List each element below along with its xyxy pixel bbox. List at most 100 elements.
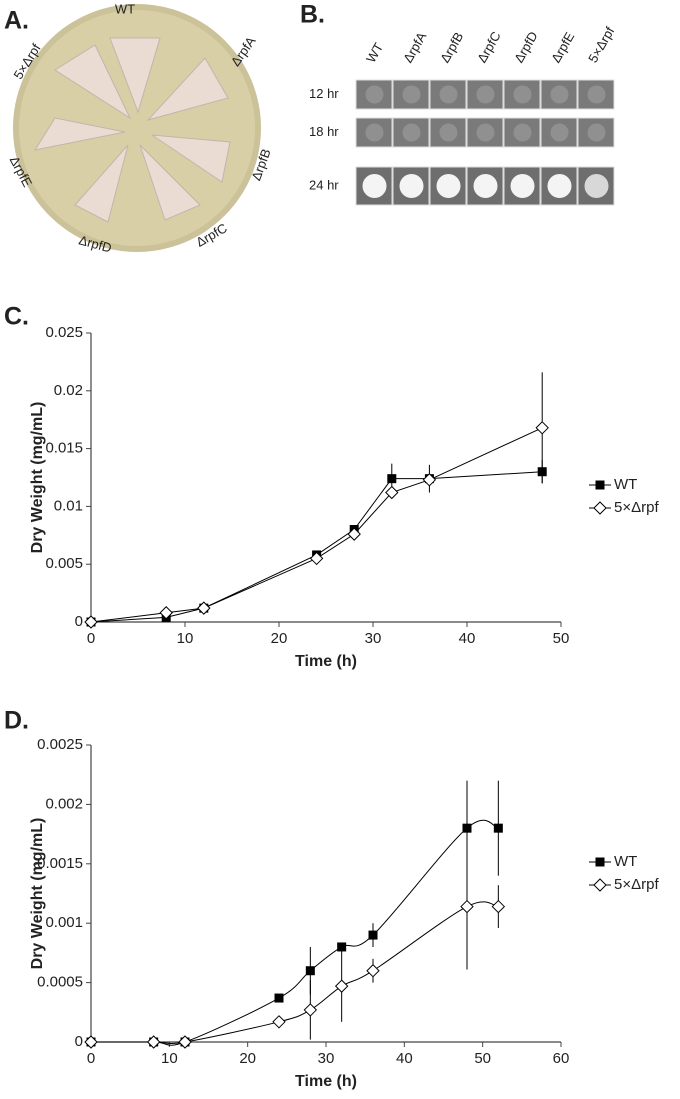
x-tick-label: 0 xyxy=(87,1050,95,1067)
point xyxy=(84,1035,98,1049)
colony xyxy=(402,85,421,104)
point xyxy=(84,615,98,629)
y-axis-title: Dry Weight (mg/mL) xyxy=(29,818,46,970)
well xyxy=(540,117,578,148)
column-label: ΔrpfD xyxy=(511,29,541,65)
panel-label: C. xyxy=(4,303,29,331)
point xyxy=(385,485,399,500)
x-tick-label: 30 xyxy=(318,1050,335,1067)
series-line xyxy=(90,819,499,1046)
point xyxy=(305,966,315,976)
x-axis-title: Time (h) xyxy=(295,1073,357,1090)
x-tick-label: 20 xyxy=(271,630,288,647)
legend-label: WT xyxy=(614,853,637,870)
y-tick-label: 0.015 xyxy=(45,440,83,457)
point xyxy=(368,930,378,940)
legend-marker xyxy=(595,480,605,490)
y-tick-label: 0.025 xyxy=(45,324,83,341)
x-tick-label: 30 xyxy=(365,630,382,647)
legend-marker xyxy=(593,878,607,892)
colony xyxy=(584,174,609,198)
point xyxy=(493,823,503,833)
legend-label: 5×Δrpf xyxy=(614,499,659,516)
legend-marker xyxy=(593,501,607,515)
column-label: ΔrpfA xyxy=(400,29,429,65)
colony xyxy=(365,85,384,104)
streaks xyxy=(33,37,231,223)
point xyxy=(347,527,361,541)
x-tick-label: 10 xyxy=(161,1050,178,1067)
panel-label: B. xyxy=(300,1,325,29)
y-axis-title: Dry Weight (mg/mL) xyxy=(29,402,46,554)
point xyxy=(337,942,347,952)
colony xyxy=(513,85,532,104)
column-label: ΔrpfC xyxy=(474,29,504,65)
point xyxy=(274,993,284,1003)
legend-label: 5×Δrpf xyxy=(614,876,659,893)
x-tick-label: 50 xyxy=(474,1050,491,1067)
strain-label: WT xyxy=(115,1,135,16)
column-label: ΔrpfE xyxy=(548,29,577,65)
colony xyxy=(436,174,461,198)
colony xyxy=(476,123,495,142)
y-tick-label: 0.0005 xyxy=(37,974,83,991)
point xyxy=(146,1035,161,1049)
point xyxy=(387,474,397,484)
colony xyxy=(365,123,384,142)
y-tick-label: 0.0015 xyxy=(37,855,83,872)
y-tick-label: 0.001 xyxy=(45,914,83,931)
point xyxy=(422,473,437,487)
well xyxy=(392,117,430,148)
point xyxy=(366,964,380,978)
point xyxy=(462,823,472,833)
y-tick-label: 0.02 xyxy=(54,382,83,399)
colony xyxy=(550,85,569,104)
point xyxy=(334,979,349,993)
colony xyxy=(587,123,606,142)
x-tick-label: 10 xyxy=(177,630,194,647)
point xyxy=(159,606,173,620)
series-line xyxy=(90,427,543,623)
x-tick-label: 0 xyxy=(87,630,95,647)
point xyxy=(460,899,474,914)
colony xyxy=(476,85,495,104)
series-line xyxy=(90,901,499,1044)
x-tick-label: 60 xyxy=(553,1050,570,1067)
colony xyxy=(587,85,606,104)
point xyxy=(535,421,549,435)
y-tick-label: 0.005 xyxy=(45,555,83,572)
y-tick-label: 0 xyxy=(75,1033,83,1050)
colony xyxy=(550,123,569,142)
y-tick-label: 0.01 xyxy=(54,497,83,514)
y-tick-label: 0 xyxy=(75,613,83,630)
legend-marker xyxy=(595,857,605,867)
panel-label: D. xyxy=(4,707,29,735)
colony xyxy=(513,123,532,142)
colony xyxy=(399,174,424,198)
colony xyxy=(473,174,498,198)
point xyxy=(197,601,211,615)
row-label: 12 hr xyxy=(309,86,339,101)
x-axis-title: Time (h) xyxy=(295,653,357,670)
y-tick-label: 0.0025 xyxy=(37,736,83,753)
y-tick-label: 0.002 xyxy=(45,795,83,812)
row-label: 24 hr xyxy=(309,177,339,192)
x-tick-label: 50 xyxy=(553,630,570,647)
point xyxy=(178,1035,192,1049)
colony xyxy=(510,174,535,198)
colony xyxy=(439,123,458,142)
point xyxy=(309,551,324,566)
column-label: 5×Δrpf xyxy=(585,24,618,65)
panel-label: A. xyxy=(4,7,29,35)
colony xyxy=(402,123,421,142)
colony xyxy=(547,174,572,198)
colony xyxy=(362,174,387,198)
row-label: 18 hr xyxy=(309,124,339,139)
legend-label: WT xyxy=(614,476,637,493)
point xyxy=(303,1003,318,1017)
column-label: ΔrpfB xyxy=(437,30,466,66)
spot-grid: WT ΔrpfA ΔrpfB ΔrpfC ΔrpfD ΔrpfE 5×Δrpf 12 hr 18… xyxy=(309,24,618,206)
colony xyxy=(439,85,458,104)
x-tick-label: 40 xyxy=(396,1050,413,1067)
